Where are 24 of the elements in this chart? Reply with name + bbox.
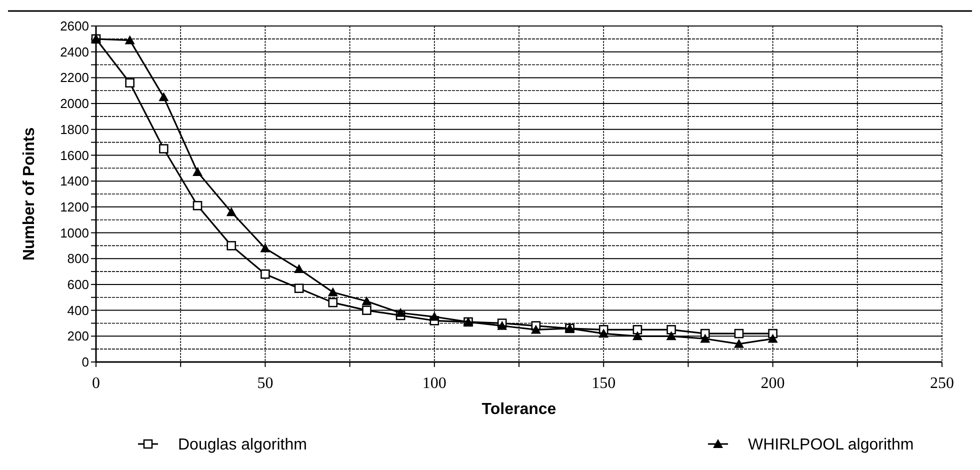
y-axis-title: Number of Points	[21, 127, 38, 261]
y-tick-label: 0	[82, 354, 89, 370]
y-tick-label: 1600	[60, 148, 89, 163]
y-tick-label: 2400	[60, 44, 89, 60]
x-tick-label: 250	[930, 375, 954, 392]
y-tick-label: 2000	[60, 96, 89, 112]
y-tick-label: 1800	[60, 122, 89, 137]
y-tick-label: 600	[67, 277, 89, 292]
x-tick-label: 150	[592, 375, 616, 392]
y-tick-label: 2200	[60, 70, 89, 86]
y-tick-label: 1200	[60, 199, 89, 214]
y-tick-label: 200	[67, 328, 89, 344]
x-axis-title: Tolerance	[482, 401, 556, 418]
y-tick-label: 1000	[60, 225, 89, 240]
legend-label: WHIRLPOOL algorithm	[748, 436, 914, 454]
y-tick-label: 800	[67, 251, 89, 266]
y-tick-label: 400	[67, 302, 89, 318]
x-tick-label: 200	[760, 375, 785, 392]
y-tick-label: 1400	[60, 174, 89, 189]
y-tick-label: 2600	[60, 18, 89, 34]
x-tick-label: 0	[92, 375, 100, 392]
x-tick-label: 100	[422, 375, 446, 392]
legend-label: Douglas algorithm	[178, 436, 307, 454]
x-tick-label: 50	[257, 375, 274, 392]
